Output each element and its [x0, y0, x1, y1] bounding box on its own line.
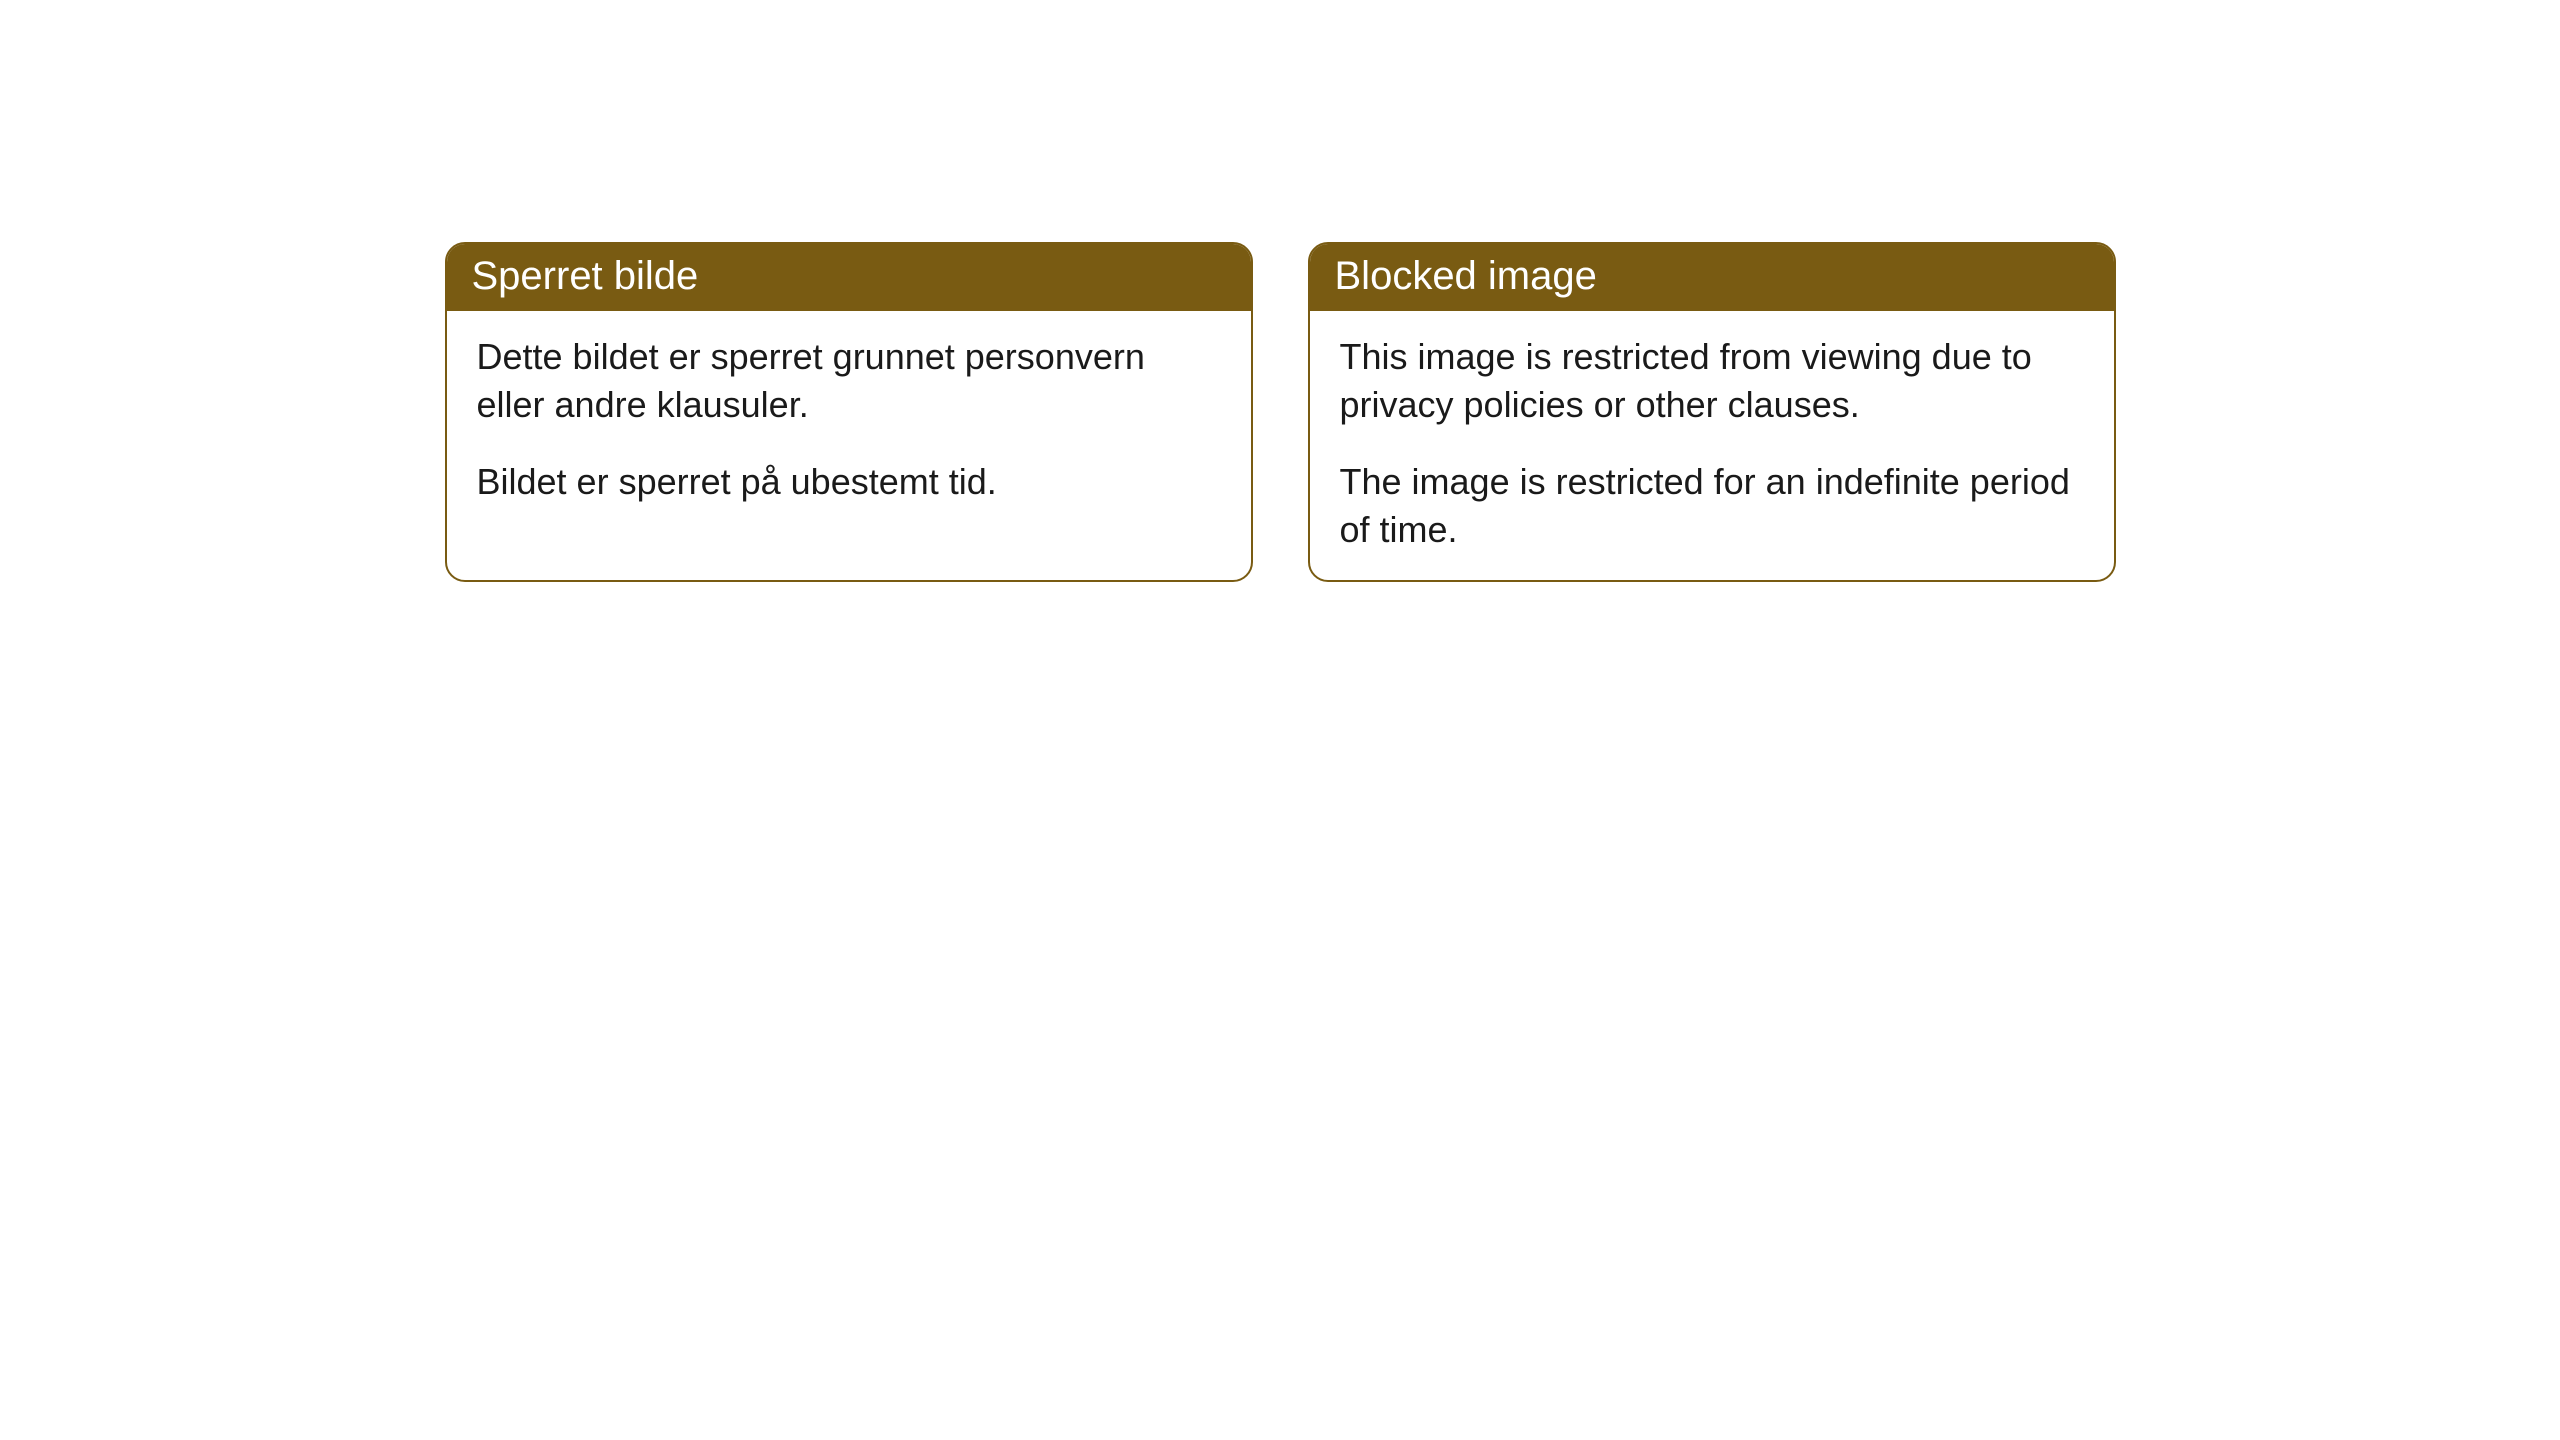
card-header-english: Blocked image [1310, 244, 2114, 311]
card-body-norwegian: Dette bildet er sperret grunnet personve… [447, 311, 1251, 544]
card-title: Blocked image [1335, 254, 1597, 298]
notice-cards-container: Sperret bilde Dette bildet er sperret gr… [445, 242, 2116, 1440]
notice-paragraph-1: This image is restricted from viewing du… [1340, 333, 2084, 428]
blocked-image-card-english: Blocked image This image is restricted f… [1308, 242, 2116, 582]
notice-paragraph-2: Bildet er sperret på ubestemt tid. [477, 458, 1221, 506]
card-header-norwegian: Sperret bilde [447, 244, 1251, 311]
notice-paragraph-2: The image is restricted for an indefinit… [1340, 458, 2084, 553]
notice-paragraph-1: Dette bildet er sperret grunnet personve… [477, 333, 1221, 428]
card-title: Sperret bilde [472, 254, 699, 298]
blocked-image-card-norwegian: Sperret bilde Dette bildet er sperret gr… [445, 242, 1253, 582]
card-body-english: This image is restricted from viewing du… [1310, 311, 2114, 582]
